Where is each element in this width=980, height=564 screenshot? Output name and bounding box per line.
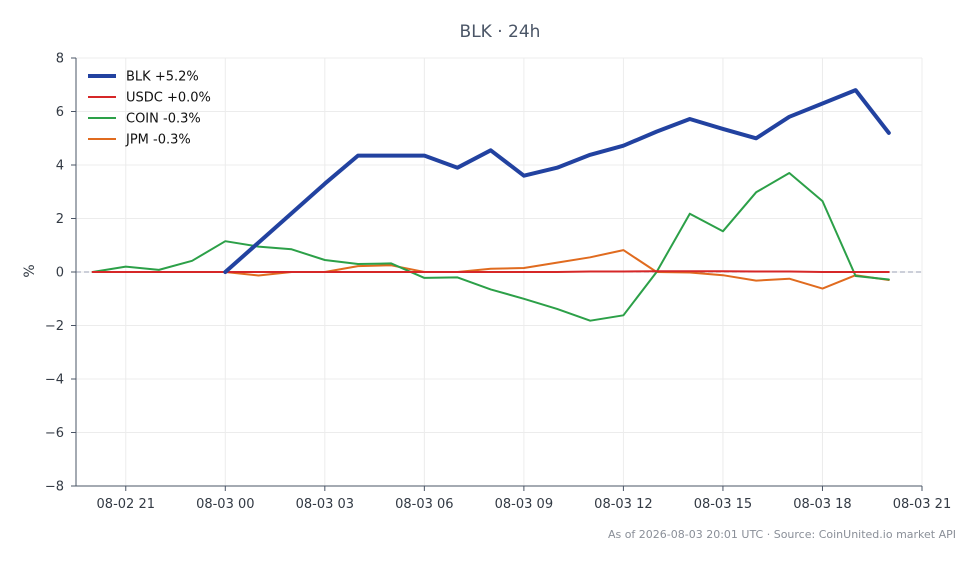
legend-label-coin: COIN -0.3% (126, 112, 201, 127)
y-tick-label: 2 (56, 212, 64, 227)
x-tick-label: 08-03 03 (296, 497, 354, 512)
y-tick-label: −8 (45, 480, 64, 495)
x-tick-label: 08-02 21 (97, 497, 155, 512)
x-tick-label: 08-03 18 (793, 497, 851, 512)
y-tick-label: 6 (56, 105, 64, 120)
x-axis-ticks: 08-02 21 08-03 00 08-03 03 08-03 06 08-03 09… (97, 486, 951, 512)
y-tick-label: −2 (45, 319, 64, 334)
legend-label-blk: BLK +5.2% (126, 70, 199, 85)
series-line-coin (91, 172, 890, 322)
series-line-blk (223, 88, 891, 274)
y-tick-label: 4 (56, 159, 64, 174)
series-lines (91, 88, 891, 322)
x-tick-label: 08-03 00 (196, 497, 254, 512)
x-tick-label: 08-03 09 (495, 497, 553, 512)
legend-label-usdc: USDC +0.0% (126, 91, 211, 106)
legend: BLK +5.2% USDC +0.0% COIN -0.3% JPM -0.3% (88, 70, 211, 148)
x-tick-label: 08-03 06 (395, 497, 453, 512)
source-footnote: As of 2026-08-03 20:01 UTC · Source: Coi… (608, 528, 956, 541)
y-tick-label: 8 (56, 52, 64, 67)
y-tick-label: −6 (45, 426, 64, 441)
series-line-jpm (224, 249, 890, 290)
chart-title: BLK · 24h (460, 22, 541, 42)
legend-label-jpm: JPM -0.3% (125, 133, 191, 148)
x-tick-label: 08-03 15 (694, 497, 752, 512)
y-tick-label: −4 (45, 373, 64, 388)
x-tick-label: 08-03 21 (893, 497, 951, 512)
series-line-usdc (91, 270, 890, 273)
y-axis-ticks: −8 −6 −4 −2 0 2 4 6 8 (45, 52, 76, 495)
y-axis-label: % (22, 264, 38, 277)
x-tick-label: 08-03 12 (594, 497, 652, 512)
y-tick-label: 0 (56, 266, 64, 281)
